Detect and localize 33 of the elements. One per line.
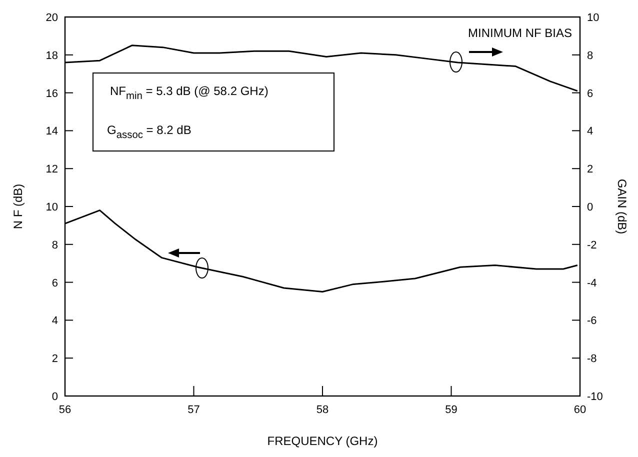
x-tick-label: 58 — [316, 404, 329, 416]
x-tick-label: 56 — [58, 404, 72, 416]
y2-tick-label: -6 — [587, 315, 597, 328]
y-tick-label: 4 — [52, 315, 58, 328]
y2-tick-label: 8 — [587, 50, 594, 62]
y-tick-label: 8 — [52, 239, 58, 252]
y-tick-label: 2 — [52, 353, 58, 366]
y2-tick-label: 10 — [587, 12, 600, 24]
y-tick-label: 12 — [46, 164, 58, 176]
x-tick-label: 57 — [188, 404, 200, 416]
y-tick-label: 6 — [52, 277, 58, 290]
y-tick-label: 16 — [46, 88, 58, 100]
y-tick-label: 10 — [46, 202, 58, 214]
annotation: MINIMUM NF BIAS — [468, 26, 572, 40]
y-tick-label: 14 — [46, 126, 58, 138]
y2-tick-label: 2 — [587, 164, 594, 176]
x-axis-title: FREQUENCY (GHz) — [267, 434, 378, 448]
x-tick-label: 60 — [574, 404, 586, 416]
y2-axis-title: GAIN (dB) — [615, 178, 629, 234]
y2-tick-label: 6 — [587, 88, 594, 100]
y2-tick-label: -8 — [587, 353, 597, 366]
y-tick-label: 18 — [46, 50, 58, 62]
y-tick-label: 0 — [52, 391, 58, 403]
annotation: NF$_{min}$ = 5.3 dB (@ 58.2 GHz) — [110, 84, 268, 102]
y2-tick-label: -10 — [587, 391, 603, 403]
y-axis-title: N F (dB) — [11, 184, 25, 230]
y2-tick-label: 4 — [587, 126, 594, 138]
y2-tick-label: 0 — [587, 202, 594, 214]
x-tick-label: 59 — [445, 404, 458, 416]
y2-tick-label: -2 — [587, 239, 597, 252]
y2-tick-label: -4 — [587, 277, 597, 290]
y-tick-label: 20 — [46, 12, 58, 24]
annotation: G$_{assoc}$ = 8.2 dB — [107, 123, 192, 140]
